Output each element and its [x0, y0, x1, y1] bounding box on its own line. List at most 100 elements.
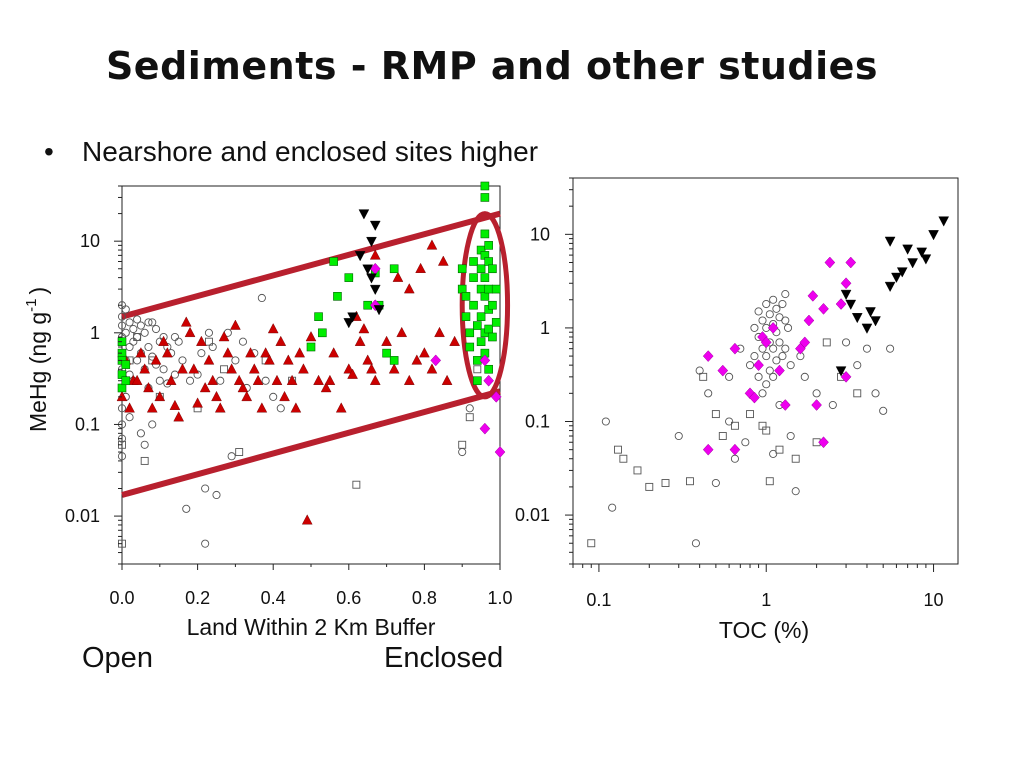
- left-x-tick-label-4: 0.8: [412, 588, 437, 608]
- triangle-down-filled-point-3-9: [896, 267, 908, 278]
- diamond-filled-point-2-24: [818, 436, 829, 449]
- circle-open-point-0-54: [201, 484, 210, 493]
- circle-open-point-0-29: [769, 372, 778, 381]
- square-filled-point-3-22: [461, 312, 471, 321]
- left-y-tick-label-3: 10: [80, 231, 100, 251]
- left-plot-points: [116, 181, 506, 548]
- left-x-tick-label-2: 0.4: [261, 588, 286, 608]
- circle-open-point-0-58: [216, 376, 225, 385]
- square-filled-point-3-42: [484, 241, 493, 250]
- triangle-up-filled-point-2-43: [279, 390, 290, 402]
- circle-open-point-0-37: [151, 324, 161, 334]
- triangle-up-filled-point-2-65: [388, 363, 400, 374]
- square-open-point-1-16: [465, 413, 474, 422]
- svg-text:MeHg (ng g-1): MeHg (ng g-1): [23, 287, 51, 432]
- envelope-line-0: [121, 210, 501, 320]
- triangle-down-filled-point-3-11: [907, 258, 918, 269]
- left-y-tick-label-1: 0.1: [75, 414, 100, 434]
- circle-open-point-0-18: [125, 413, 134, 422]
- left-x-axis-label: Land Within 2 Km Buffer: [187, 614, 436, 640]
- square-open-point-1-14: [352, 480, 361, 489]
- circle-open-point-0-27: [136, 429, 145, 438]
- triangle-up-filled-point-2-71: [434, 326, 445, 338]
- square-filled-point-3-50: [488, 332, 497, 342]
- diamond-filled-point-4-2: [430, 354, 442, 367]
- triangle-down-filled-point-3-14: [928, 230, 939, 241]
- diamond-filled-point-4-7: [494, 446, 506, 458]
- circle-open-point-0-53: [201, 539, 210, 548]
- circle-open-point-0-32: [144, 342, 153, 352]
- triangle-up-filled-point-2-0: [116, 390, 128, 402]
- bullet-text: Nearshore and enclosed sites higher: [82, 136, 539, 167]
- triangle-up-filled-point-2-20: [192, 397, 203, 408]
- bullet-symbol: •: [44, 136, 54, 167]
- circle-open-point-0-68: [276, 404, 285, 413]
- circle-open-point-0-1: [117, 312, 127, 321]
- triangle-up-filled-point-2-10: [154, 390, 166, 402]
- circle-open-point-0-31: [144, 318, 153, 327]
- circle-open-point-0-30: [772, 304, 781, 313]
- triangle-up-filled-point-2-30: [230, 319, 241, 330]
- square-open-point-1-0: [587, 539, 596, 548]
- square-open-point-1-1: [614, 445, 622, 454]
- triangle-up-filled-point-2-44: [282, 354, 294, 365]
- triangle-up-filled-point-2-54: [328, 347, 340, 358]
- triangle-up-filled-point-2-12: [162, 347, 173, 358]
- circle-open-point-0-70: [458, 447, 467, 457]
- square-filled-point-3-39: [480, 292, 490, 301]
- triangle-up-filled-point-2-26: [214, 402, 226, 413]
- triangle-up-filled-point-2-46: [290, 402, 302, 413]
- circle-open-point-0-19: [762, 299, 771, 309]
- circle-open-point-0-43: [791, 487, 800, 496]
- diamond-filled-point-2-21: [840, 277, 852, 290]
- circle-open-point-0-1: [608, 503, 617, 512]
- triangle-down-filled-point-5-2: [354, 251, 366, 262]
- triangle-up-filled-point-2-21: [196, 335, 207, 346]
- triangle-up-filled-point-2-51: [313, 374, 324, 385]
- diamond-filled-point-2-23: [840, 370, 852, 383]
- circle-open-point-0-25: [136, 321, 145, 330]
- square-open-point-1-7: [699, 372, 708, 381]
- triangle-down-filled-point-5-8: [358, 209, 370, 220]
- triangle-down-filled-point-5-1: [347, 312, 358, 323]
- right-y-tick-label-1: 0.1: [525, 411, 550, 431]
- square-filled-point-3-10: [329, 257, 338, 266]
- triangle-down-filled-point-3-0: [840, 289, 852, 300]
- square-filled-point-3-53: [480, 193, 490, 202]
- square-filled-point-3-44: [484, 284, 493, 294]
- triangle-up-filled-point-2-49: [301, 514, 313, 525]
- circle-open-point-0-10: [745, 361, 755, 370]
- caption-open: Open: [82, 642, 153, 674]
- triangle-up-filled-point-2-48: [298, 363, 309, 374]
- circle-open-point-0-16: [758, 316, 767, 325]
- diamond-filled-point-2-15: [803, 314, 815, 327]
- square-filled-point-3-32: [476, 264, 486, 274]
- circle-open-point-0-54: [741, 438, 750, 447]
- triangle-up-filled-point-2-41: [271, 374, 283, 385]
- triangle-down-filled-point-3-8: [891, 272, 902, 283]
- square-open-point-1-6: [685, 477, 694, 486]
- square-open-point-1-4: [133, 333, 142, 341]
- circle-open-point-0-50: [185, 376, 195, 385]
- square-open-point-1-11: [235, 448, 244, 456]
- circle-open-point-0-48: [174, 337, 183, 346]
- square-open-point-1-11: [746, 410, 754, 419]
- triangle-up-filled-point-2-73: [449, 335, 460, 346]
- left-x-tick-label-0: 0.0: [109, 588, 134, 608]
- square-open-point-1-17: [473, 365, 482, 374]
- triangle-up-filled-point-2-42: [275, 335, 287, 346]
- diamond-filled-point-2-11: [774, 364, 785, 377]
- triangle-down-filled-point-3-16: [835, 366, 847, 377]
- circle-open-point-0-11: [121, 305, 130, 314]
- circle-open-point-0-42: [159, 365, 168, 374]
- square-open-point-1-5: [661, 479, 670, 487]
- square-open-point-1-2: [619, 454, 628, 463]
- diamond-filled-point-4-4: [479, 422, 491, 435]
- triangle-down-filled-point-3-3: [861, 323, 873, 334]
- circle-open-point-0-3: [691, 539, 700, 548]
- diamond-filled-point-2-2: [717, 364, 729, 377]
- circle-open-point-0-2: [674, 431, 683, 441]
- envelope-line-1: [121, 388, 501, 498]
- triangle-up-filled-point-2-39: [264, 354, 275, 365]
- triangle-up-filled-point-2-27: [218, 331, 230, 342]
